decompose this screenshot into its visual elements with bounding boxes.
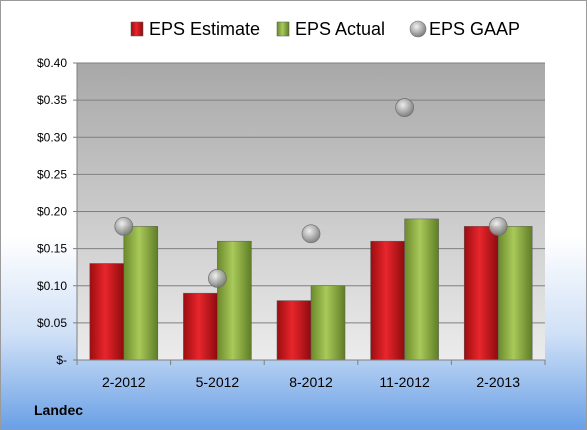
legend: EPS Estimate EPS Actual EPS GAAP [130,19,520,39]
y-tick-label: $0.25 [37,167,67,181]
y-tick-label: $0.05 [37,316,67,330]
y-tick-label: $0.10 [37,279,67,293]
x-tick-label: 5-2012 [196,374,240,390]
x-tick-label: 11-2012 [379,374,430,390]
y-tick-label: $0.15 [37,242,67,256]
bar-eps-estimate [183,292,218,361]
y-tick-label: $0.30 [37,130,67,144]
bar-eps-actual [217,240,252,361]
y-tick-label: $0.20 [37,205,67,219]
bar-eps-estimate [89,263,125,361]
bar-eps-actual [123,226,159,361]
bar-eps-actual [404,218,439,361]
gaap-markers [114,98,508,288]
legend-swatch [276,21,290,37]
bar-eps-actual [497,226,533,361]
x-tick-label: 8-2012 [289,374,333,390]
bars [89,218,533,361]
y-axis: $- $0.05 $0.10 $0.15 $0.20 $0.25 $0.30 $0.35 $0.… [37,56,78,367]
bar-eps-actual [310,285,346,361]
y-tick-label: $- [56,353,67,367]
bar-eps-estimate [370,240,405,361]
marker-eps-gaap [207,268,227,288]
company-label: Landec [34,402,84,418]
legend-swatch [130,21,144,37]
marker-eps-gaap [114,216,134,236]
legend-label: EPS GAAP [429,19,520,39]
bar-eps-estimate [463,226,499,361]
x-axis: 2-2012 5-2012 8-2012 11-2012 2-2013 [76,359,546,390]
y-tick-label: $0.35 [37,93,67,107]
marker-eps-gaap [301,224,321,244]
x-tick-label: 2-2012 [102,374,146,390]
legend-swatch [409,20,427,38]
marker-eps-gaap [488,216,508,236]
bar-eps-estimate [276,300,312,361]
legend-label: EPS Estimate [149,19,260,39]
marker-eps-gaap [395,98,415,117]
y-tick-label: $0.40 [37,56,67,70]
x-tick-label: 2-2013 [476,374,520,390]
legend-label: EPS Actual [295,19,385,39]
